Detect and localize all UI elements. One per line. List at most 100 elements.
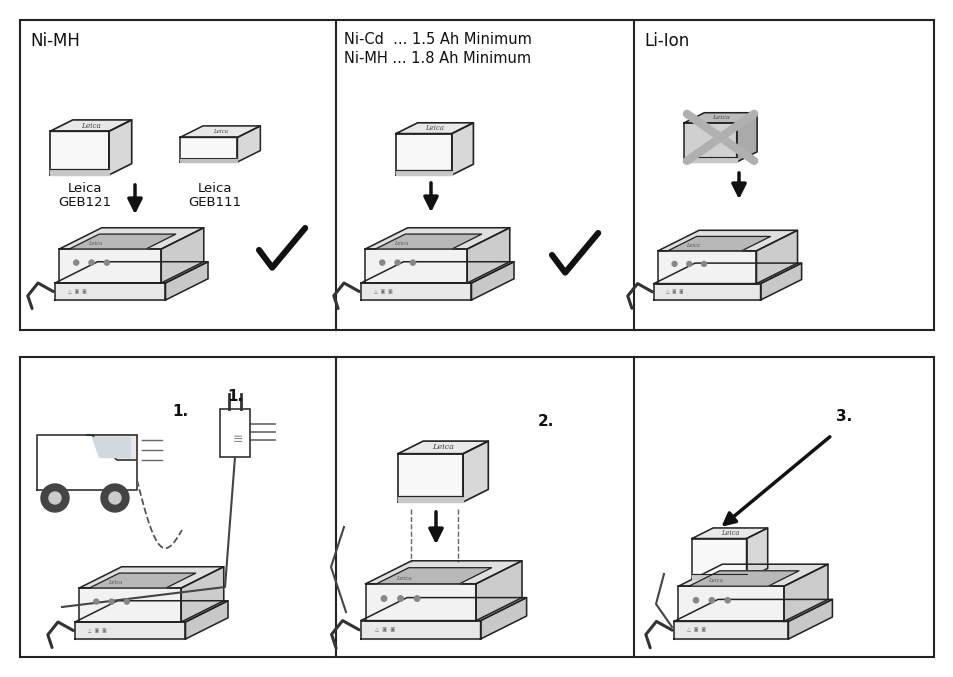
Circle shape (708, 598, 714, 603)
Polygon shape (395, 170, 452, 175)
Polygon shape (452, 123, 473, 175)
Text: Leica: Leica (707, 578, 722, 583)
Polygon shape (87, 435, 137, 460)
Polygon shape (760, 263, 801, 300)
Polygon shape (365, 227, 509, 249)
Text: Leica: Leica (81, 122, 101, 129)
Circle shape (104, 260, 110, 265)
Polygon shape (375, 234, 481, 249)
Polygon shape (688, 571, 798, 586)
Polygon shape (476, 561, 521, 621)
Circle shape (41, 484, 69, 512)
Polygon shape (471, 262, 514, 300)
Circle shape (379, 260, 384, 265)
Text: Leica: Leica (685, 243, 699, 248)
Circle shape (89, 260, 94, 265)
Text: Leica: Leica (425, 124, 444, 132)
Polygon shape (691, 538, 746, 579)
Text: △  ▣  ▣: △ ▣ ▣ (374, 289, 392, 294)
Polygon shape (756, 230, 797, 284)
Polygon shape (480, 598, 526, 639)
Polygon shape (161, 227, 204, 283)
Text: Leica: Leica (720, 529, 739, 538)
Text: Ni-Cd  ... 1.5 Ah Minimum
Ni-MH ... 1.8 Ah Minimum: Ni-Cd ... 1.5 Ah Minimum Ni-MH ... 1.8 A… (344, 32, 532, 66)
Text: Leica
GEB111: Leica GEB111 (189, 182, 241, 209)
Polygon shape (365, 249, 467, 283)
Text: 1.: 1. (172, 404, 188, 420)
Circle shape (410, 260, 415, 265)
Polygon shape (79, 567, 224, 588)
Polygon shape (467, 227, 509, 283)
Polygon shape (654, 284, 760, 300)
Polygon shape (50, 169, 109, 175)
Text: 3.: 3. (835, 410, 851, 424)
Polygon shape (691, 573, 746, 579)
Text: Leica: Leica (88, 241, 102, 246)
Circle shape (686, 261, 691, 266)
Text: △  ▣  ▣: △ ▣ ▣ (686, 628, 705, 633)
Polygon shape (185, 600, 228, 639)
Polygon shape (55, 283, 165, 300)
Circle shape (93, 599, 99, 604)
Polygon shape (397, 441, 488, 454)
Text: Ni-MH: Ni-MH (30, 32, 80, 50)
Polygon shape (79, 588, 181, 622)
Polygon shape (736, 112, 757, 162)
Polygon shape (360, 283, 471, 300)
Polygon shape (678, 564, 827, 586)
Polygon shape (787, 599, 832, 639)
Polygon shape (237, 126, 260, 162)
Bar (20, 357, 933, 657)
Text: △  ▣  ▣: △ ▣ ▣ (68, 289, 87, 294)
Polygon shape (365, 584, 476, 621)
Circle shape (109, 492, 121, 504)
Polygon shape (395, 123, 473, 133)
Text: Leica: Leica (108, 580, 122, 585)
Circle shape (73, 260, 79, 265)
Polygon shape (658, 230, 797, 250)
Polygon shape (683, 157, 736, 162)
Polygon shape (365, 561, 521, 584)
Polygon shape (683, 123, 736, 162)
Polygon shape (90, 573, 195, 588)
Circle shape (101, 484, 129, 512)
Polygon shape (376, 568, 491, 584)
Polygon shape (746, 528, 767, 579)
Polygon shape (70, 234, 175, 249)
Text: Leica
GEB121: Leica GEB121 (58, 182, 112, 209)
Polygon shape (180, 126, 260, 137)
Text: Leica: Leica (395, 575, 412, 581)
Polygon shape (691, 528, 767, 538)
Bar (220, 409, 250, 457)
Polygon shape (180, 158, 237, 162)
Polygon shape (91, 437, 130, 457)
Polygon shape (673, 599, 832, 621)
Polygon shape (75, 622, 185, 639)
Circle shape (700, 261, 706, 266)
Polygon shape (360, 598, 526, 621)
Text: ≡: ≡ (233, 433, 243, 447)
Text: 1.: 1. (227, 389, 243, 404)
Text: △  ▣  ▣: △ ▣ ▣ (375, 628, 395, 632)
Polygon shape (50, 120, 132, 131)
Circle shape (414, 596, 419, 601)
Circle shape (109, 599, 114, 604)
Text: Leica: Leica (711, 115, 729, 121)
Text: △  ▣  ▣: △ ▣ ▣ (665, 289, 683, 294)
Polygon shape (395, 133, 452, 175)
Polygon shape (783, 564, 827, 621)
Polygon shape (678, 586, 783, 621)
Polygon shape (181, 567, 224, 622)
Polygon shape (55, 262, 208, 283)
Polygon shape (462, 441, 488, 502)
Polygon shape (165, 262, 208, 300)
Circle shape (395, 260, 399, 265)
Polygon shape (683, 112, 757, 123)
Polygon shape (397, 496, 462, 502)
Circle shape (124, 599, 130, 604)
Polygon shape (654, 263, 801, 284)
Polygon shape (59, 227, 204, 249)
Polygon shape (180, 137, 237, 162)
Text: Li-Ion: Li-Ion (643, 32, 688, 50)
Text: 2.: 2. (537, 414, 554, 429)
